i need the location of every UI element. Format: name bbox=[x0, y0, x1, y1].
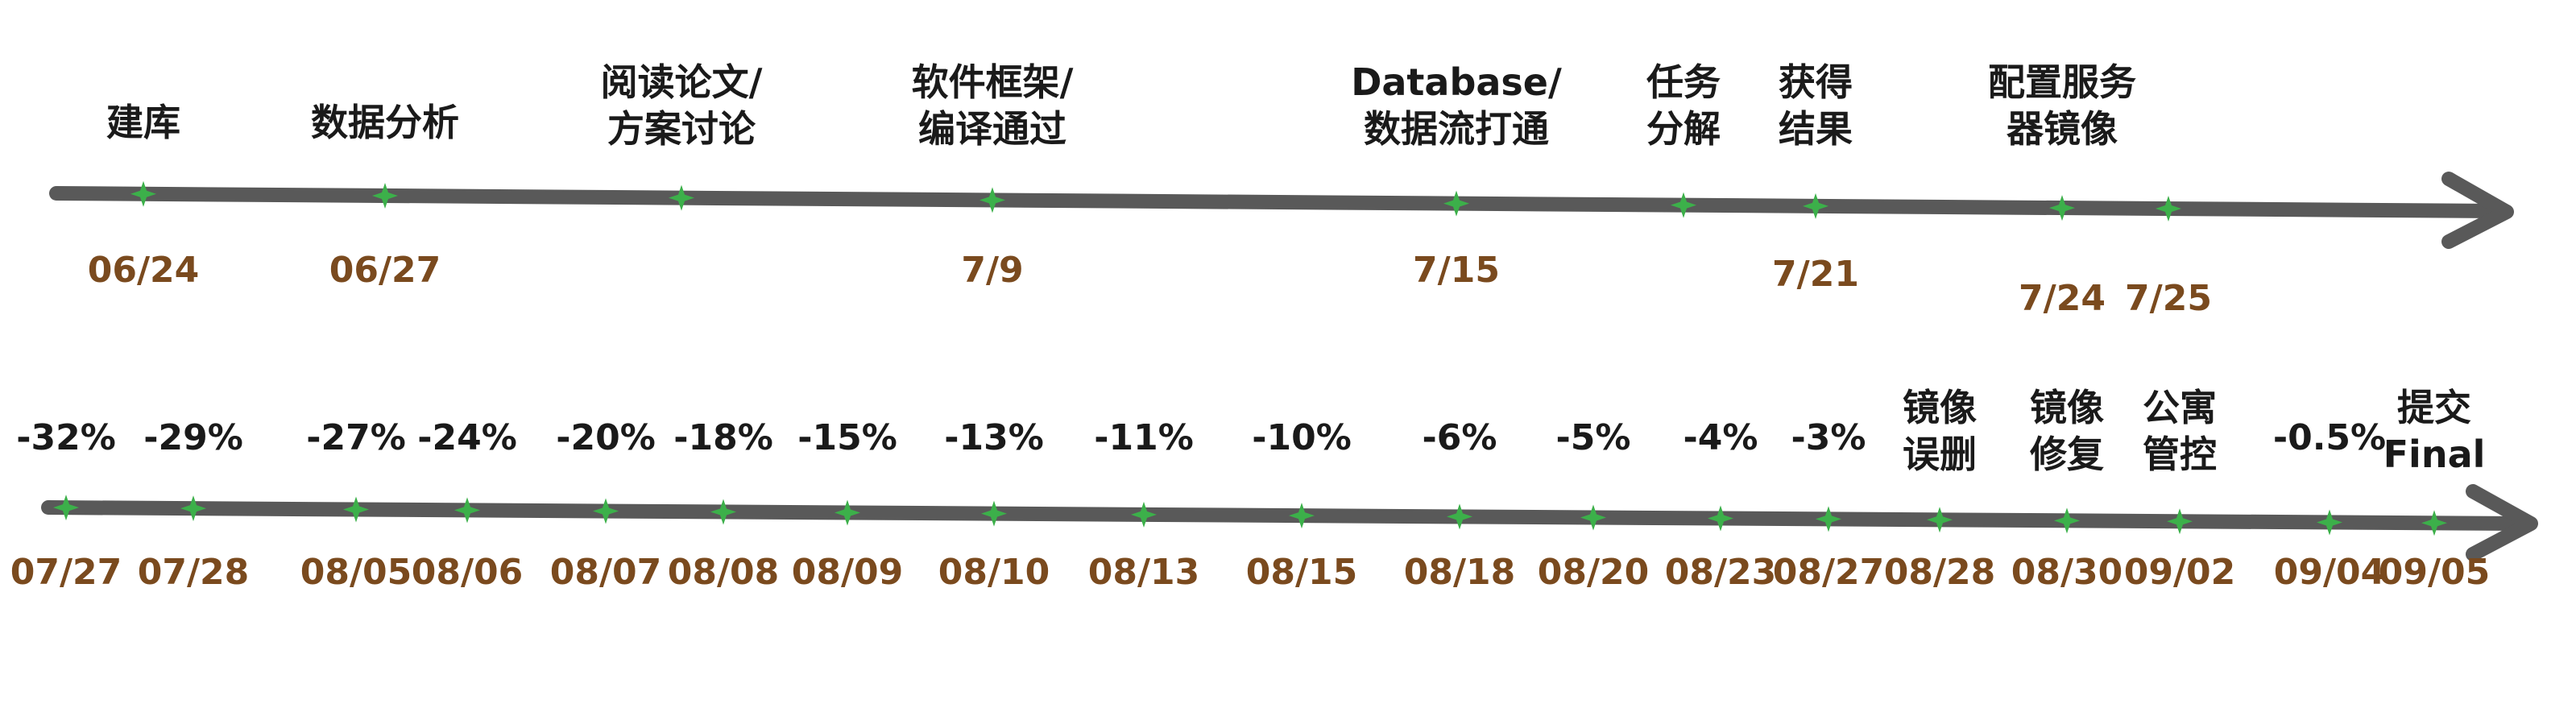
bottom-tick-marker bbox=[1816, 506, 1841, 532]
bottom-event-date: 07/28 bbox=[138, 552, 250, 593]
bottom-event-date: 07/27 bbox=[10, 552, 122, 593]
bottom-event-label: -3% bbox=[1791, 417, 1866, 458]
bottom-event-date: 08/28 bbox=[1884, 552, 1996, 593]
top-event-label: 配置服务 bbox=[1988, 60, 2136, 104]
top-axis-arrowhead bbox=[2441, 172, 2514, 249]
bottom-event-date: 08/18 bbox=[1404, 552, 1516, 593]
top-event-date: 06/24 bbox=[88, 250, 200, 291]
bottom-event-label: 公寓 bbox=[2143, 386, 2217, 429]
bottom-event-label: -15% bbox=[797, 417, 897, 458]
bottom-tick-marker bbox=[1131, 501, 1157, 528]
bottom-event-label: -10% bbox=[1252, 417, 1352, 458]
top-event-date: 7/9 bbox=[961, 250, 1023, 291]
bottom-event-label: Final bbox=[2383, 433, 2486, 476]
bottom-event-date: 09/05 bbox=[2379, 552, 2491, 593]
bottom-tick-marker bbox=[1927, 507, 1953, 533]
bottom-axis-line bbox=[41, 500, 2528, 531]
top-event-date: 7/24 bbox=[2019, 278, 2106, 319]
bottom-event-label: -20% bbox=[556, 417, 656, 458]
bottom-tick-marker bbox=[2167, 508, 2193, 535]
top-tick-marker bbox=[2049, 195, 2075, 222]
bottom-event-date: 09/04 bbox=[2274, 552, 2386, 593]
bottom-timeline: -32% -29% -27% -24% -20% -18% -15% -13% -11% -10%… bbox=[10, 386, 2538, 593]
bottom-event-date: 08/30 bbox=[2011, 552, 2123, 593]
bottom-tick-marker bbox=[454, 497, 480, 524]
bottom-tick-marker bbox=[835, 499, 860, 526]
bottom-event-label: -11% bbox=[1094, 417, 1194, 458]
top-event-label: 结果 bbox=[1779, 107, 1853, 151]
bottom-event-date: 08/09 bbox=[792, 552, 904, 593]
bottom-tick-marker bbox=[710, 499, 736, 525]
bottom-event-date: 09/02 bbox=[2124, 552, 2236, 593]
bottom-event-label: -5% bbox=[1556, 417, 1631, 458]
top-event-date: 7/25 bbox=[2125, 278, 2212, 319]
top-event-label: 建库 bbox=[106, 101, 180, 144]
top-event-date: 7/15 bbox=[1413, 250, 1500, 291]
bottom-tick-marker bbox=[1447, 503, 1472, 530]
bottom-tick-marker bbox=[2054, 507, 2080, 534]
bottom-axis-arrowhead bbox=[2466, 484, 2538, 561]
top-event-date: 06/27 bbox=[329, 250, 441, 291]
bottom-event-label: -18% bbox=[673, 417, 773, 458]
bottom-event-label: -6% bbox=[1423, 417, 1497, 458]
bottom-event-label: -13% bbox=[944, 417, 1044, 458]
top-event-label: 数据流打通 bbox=[1364, 107, 1549, 151]
bottom-event-label: -0.5% bbox=[2273, 417, 2386, 458]
top-event-label: 任务 bbox=[1646, 60, 1721, 104]
bottom-event-label: 管控 bbox=[2143, 433, 2217, 476]
bottom-event-date: 08/27 bbox=[1773, 552, 1885, 593]
top-timeline: 建库 数据分析 阅读论文/方案讨论 软件框架/编译通过 Database/数据流打通 任务… bbox=[49, 60, 2514, 319]
top-tick-marker bbox=[2156, 196, 2181, 222]
bottom-event-date: 08/23 bbox=[1665, 552, 1777, 593]
top-event-date: 7/21 bbox=[1772, 254, 1859, 295]
top-event-label: 数据分析 bbox=[311, 101, 459, 144]
top-tick-marker bbox=[130, 180, 156, 207]
bottom-tick-marker bbox=[1580, 504, 1606, 531]
bottom-event-label: -27% bbox=[306, 417, 406, 458]
bottom-event-date: 08/10 bbox=[938, 552, 1050, 593]
top-event-label: 阅读论文/ bbox=[601, 60, 763, 104]
bottom-tick-marker bbox=[343, 496, 369, 523]
bottom-event-label: 修复 bbox=[2030, 433, 2104, 476]
bottom-tick-marker bbox=[53, 495, 79, 521]
top-tick-marker bbox=[1803, 193, 1828, 219]
bottom-event-date: 08/05 bbox=[300, 552, 412, 593]
bottom-event-date: 08/15 bbox=[1246, 552, 1358, 593]
bottom-tick-marker bbox=[180, 495, 206, 522]
top-event-label: 器镜像 bbox=[2007, 107, 2118, 151]
top-event-label: 获得 bbox=[1779, 60, 1853, 104]
bottom-event-label: -29% bbox=[143, 417, 243, 458]
bottom-event-date: 08/06 bbox=[412, 552, 524, 593]
bottom-tick-marker bbox=[2317, 509, 2342, 536]
bottom-event-date: 08/07 bbox=[550, 552, 662, 593]
bottom-event-label: 镜像 bbox=[1903, 386, 1977, 429]
bottom-event-date: 08/20 bbox=[1538, 552, 1650, 593]
top-event-label: Database/ bbox=[1351, 60, 1562, 104]
top-event-label: 分解 bbox=[1646, 107, 1721, 151]
bottom-tick-marker bbox=[2421, 510, 2447, 536]
bottom-event-label: 镜像 bbox=[2030, 386, 2104, 429]
bottom-event-label: 误删 bbox=[1903, 433, 1977, 476]
top-event-label: 软件框架/ bbox=[912, 60, 1074, 104]
bottom-event-date: 08/08 bbox=[668, 552, 780, 593]
bottom-event-date: 08/13 bbox=[1088, 552, 1200, 593]
top-axis-line bbox=[49, 186, 2504, 218]
top-tick-marker bbox=[979, 187, 1005, 213]
top-tick-marker bbox=[1671, 192, 1696, 218]
top-event-label: 方案讨论 bbox=[607, 107, 756, 151]
bottom-tick-marker bbox=[1708, 505, 1733, 532]
bottom-tick-marker bbox=[1289, 503, 1315, 529]
top-event-label: 编译通过 bbox=[918, 107, 1066, 151]
bottom-event-label: -32% bbox=[16, 417, 116, 458]
bottom-event-label: -24% bbox=[417, 417, 517, 458]
bottom-tick-marker bbox=[593, 498, 619, 524]
bottom-event-label: -4% bbox=[1684, 417, 1758, 458]
top-tick-marker bbox=[1443, 190, 1469, 217]
top-tick-marker bbox=[669, 184, 694, 211]
top-tick-marker bbox=[372, 182, 398, 209]
bottom-tick-marker bbox=[981, 500, 1007, 527]
bottom-event-label: 提交 bbox=[2397, 386, 2471, 429]
